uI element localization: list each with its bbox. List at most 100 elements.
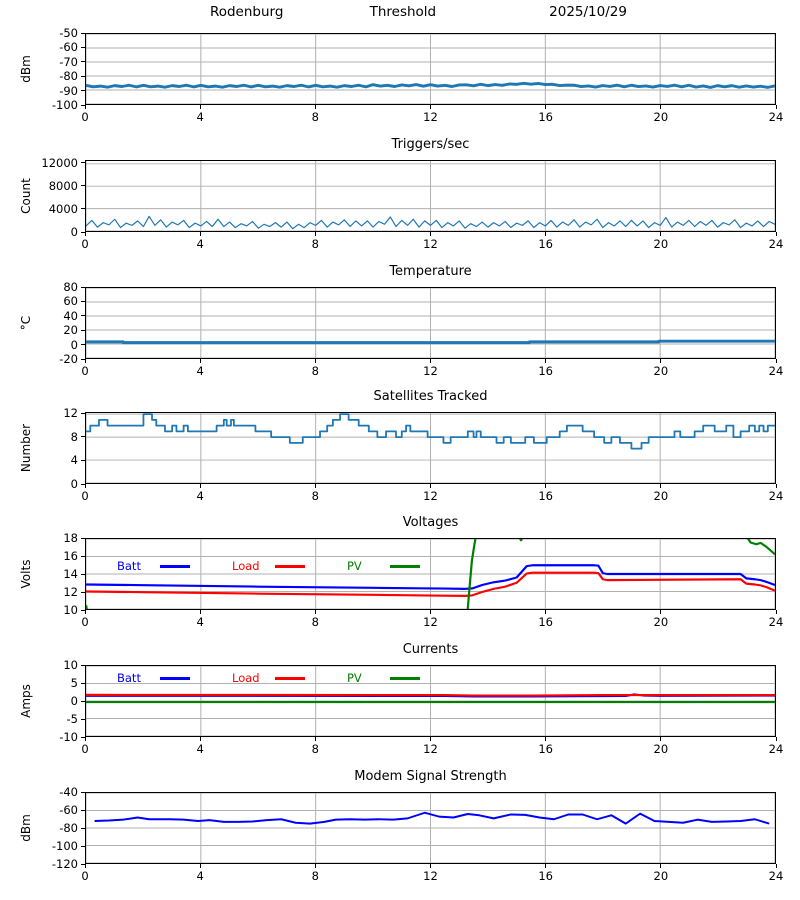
legend-entry-pv: PV bbox=[347, 558, 420, 574]
y-tick-mark bbox=[81, 809, 85, 811]
x-tick-mark bbox=[84, 359, 86, 363]
x-tick-mark bbox=[660, 610, 662, 614]
x-tick-mark bbox=[430, 232, 431, 236]
x-tick-label: 24 bbox=[768, 110, 784, 124]
x-tick-label: 0 bbox=[81, 489, 89, 503]
x-tick-mark bbox=[199, 737, 201, 741]
series-threshold bbox=[86, 81, 775, 89]
plot-area-voltages bbox=[85, 538, 776, 610]
chart-canvas-modem bbox=[86, 793, 775, 863]
x-tick-label: 0 bbox=[81, 869, 89, 883]
y-tick-mark bbox=[81, 664, 85, 666]
series-load_current bbox=[86, 693, 775, 697]
x-tick-label: 24 bbox=[768, 615, 784, 629]
x-tick-mark bbox=[430, 484, 431, 488]
y-tick-label: 18 bbox=[63, 531, 78, 545]
y-tick-label: -100 bbox=[51, 98, 78, 112]
plot-area-modem bbox=[85, 792, 776, 864]
y-tick-label: -60 bbox=[59, 803, 78, 817]
series-pv_voltage bbox=[86, 604, 88, 609]
plot-area-threshold bbox=[85, 33, 776, 105]
chart-canvas-voltages bbox=[86, 539, 775, 609]
legend-label-pv: PV bbox=[347, 671, 362, 685]
x-tick-label: 8 bbox=[311, 742, 319, 756]
x-tick-mark bbox=[430, 737, 431, 741]
x-tick-mark bbox=[545, 232, 547, 236]
legend-swatch-load bbox=[275, 677, 305, 680]
figure-header: Rodenburg Threshold 2025/10/29 bbox=[85, 4, 776, 24]
y-tick-label: -40 bbox=[59, 785, 78, 799]
x-tick-mark bbox=[84, 484, 86, 488]
x-tick-mark bbox=[84, 864, 86, 868]
x-tick-mark bbox=[199, 359, 201, 363]
legend-label-batt: Batt bbox=[117, 671, 141, 685]
x-tick-label: 16 bbox=[538, 489, 553, 503]
x-tick-label: 0 bbox=[81, 615, 89, 629]
y-tick-mark bbox=[81, 315, 85, 317]
y-tick-mark bbox=[81, 358, 85, 360]
y-tick-mark bbox=[81, 412, 85, 414]
y-tick-label: -50 bbox=[59, 26, 78, 40]
y-tick-mark bbox=[81, 682, 85, 684]
y-tick-mark bbox=[81, 75, 85, 77]
x-tick-mark bbox=[84, 610, 86, 614]
y-tick-mark bbox=[81, 537, 85, 539]
y-tick-mark bbox=[81, 555, 85, 557]
x-tick-label: 20 bbox=[653, 364, 669, 378]
plot-area-satellites bbox=[85, 412, 776, 484]
series-temperature bbox=[86, 339, 775, 345]
legend-label-pv: PV bbox=[347, 559, 362, 573]
y-axis-label-temperature: °C bbox=[19, 315, 33, 331]
x-tick-mark bbox=[314, 359, 316, 363]
x-tick-mark bbox=[430, 610, 431, 614]
x-tick-mark bbox=[775, 484, 777, 488]
x-tick-label: 4 bbox=[196, 869, 204, 883]
y-tick-label: 10 bbox=[63, 603, 78, 617]
x-tick-label: 20 bbox=[653, 110, 669, 124]
y-tick-mark bbox=[81, 231, 85, 233]
legend-label-batt: Batt bbox=[117, 559, 141, 573]
x-tick-mark bbox=[775, 610, 777, 614]
x-tick-label: 24 bbox=[768, 489, 784, 503]
y-tick-label: -90 bbox=[59, 83, 78, 98]
legend-entry-pv: PV bbox=[347, 670, 420, 686]
y-tick-label: 8000 bbox=[48, 178, 78, 193]
plot-area-triggers bbox=[85, 160, 776, 232]
x-tick-mark bbox=[314, 864, 316, 868]
y-tick-mark bbox=[81, 286, 85, 288]
series-modem_signal bbox=[94, 811, 770, 825]
x-tick-label: 20 bbox=[653, 615, 669, 629]
x-tick-mark bbox=[199, 484, 201, 488]
y-tick-label: -20 bbox=[59, 352, 78, 366]
y-tick-mark bbox=[81, 573, 85, 575]
x-tick-label: 4 bbox=[196, 237, 204, 251]
y-tick-mark bbox=[81, 436, 85, 438]
y-tick-label: 60 bbox=[63, 294, 78, 309]
x-tick-mark bbox=[775, 737, 777, 741]
y-tick-mark bbox=[81, 208, 85, 210]
legend-entry-batt: Batt bbox=[117, 558, 190, 574]
legend-swatch-batt bbox=[160, 565, 190, 568]
x-tick-label: 16 bbox=[538, 110, 553, 124]
x-tick-label: 12 bbox=[423, 110, 438, 124]
x-tick-mark bbox=[775, 359, 777, 363]
x-tick-label: 8 bbox=[311, 489, 319, 503]
y-axis-label-threshold: dBm bbox=[19, 55, 33, 83]
legend-label-load: Load bbox=[232, 559, 260, 573]
y-tick-label: 12000 bbox=[41, 155, 78, 170]
y-tick-label: 4000 bbox=[48, 201, 78, 216]
chart-canvas-temperature bbox=[86, 288, 775, 358]
y-tick-label: 12 bbox=[63, 585, 78, 599]
x-tick-mark bbox=[84, 105, 86, 109]
legend-swatch-batt bbox=[160, 677, 190, 680]
y-tick-mark bbox=[81, 700, 85, 702]
legend-entry-load: Load bbox=[232, 558, 305, 574]
x-tick-label: 24 bbox=[768, 237, 784, 251]
panel-title-satellites: Satellites Tracked bbox=[373, 389, 488, 404]
panel-title-modem: Modem Signal Strength bbox=[354, 769, 507, 784]
y-tick-label: 20 bbox=[63, 323, 78, 338]
legend-entry-load: Load bbox=[232, 670, 305, 686]
x-tick-mark bbox=[199, 105, 201, 109]
x-tick-label: 12 bbox=[423, 364, 438, 378]
